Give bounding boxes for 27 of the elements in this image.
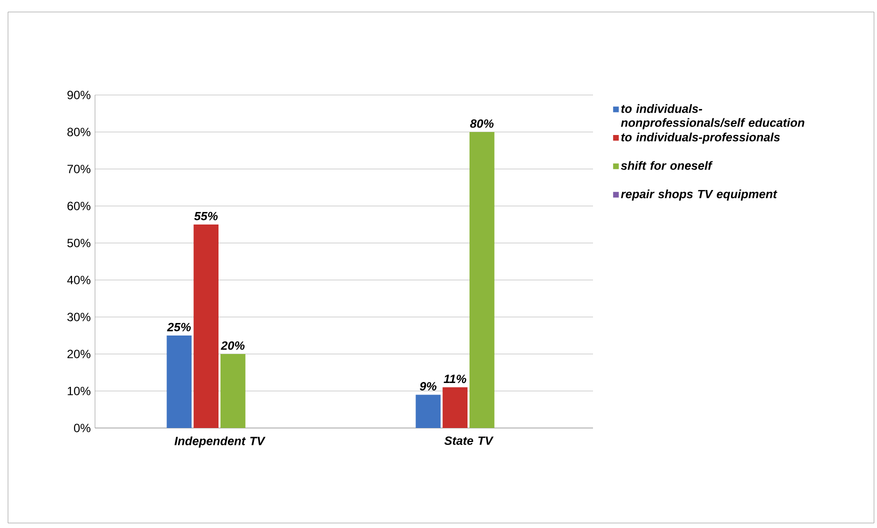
y-tick-label: 90% [67, 90, 90, 100]
legend-label: to individuals-professionals [621, 132, 780, 144]
bar [442, 387, 468, 428]
x-tick-label: Independent TV [174, 436, 266, 448]
y-tick-label: 50% [67, 238, 90, 248]
legend-label: shift for oneself [620, 161, 713, 170]
bar [470, 132, 494, 428]
legend-label: repair shops TV equipment [620, 190, 778, 201]
y-tick-label: 30% [67, 312, 90, 322]
data-label: 55% [194, 212, 218, 220]
y-tick-label: 0% [74, 424, 90, 432]
y-tick-label: 20% [67, 350, 90, 358]
y-tick-label: 40% [67, 276, 90, 284]
data-label: 25% [167, 322, 191, 332]
bar [166, 336, 192, 428]
y-tick-label: 70% [67, 164, 90, 174]
bar [194, 224, 219, 428]
x-tick-label: State TV [444, 436, 494, 445]
bar [220, 354, 246, 428]
bar [416, 394, 441, 428]
data-label: 11% [444, 374, 466, 384]
data-label: 9% [420, 382, 436, 391]
y-tick-label: 80% [67, 128, 90, 136]
data-label: 20% [220, 341, 245, 350]
data-label: 80% [470, 119, 494, 128]
y-tick-label: 10% [68, 386, 90, 396]
y-tick-label: 60% [67, 202, 90, 210]
